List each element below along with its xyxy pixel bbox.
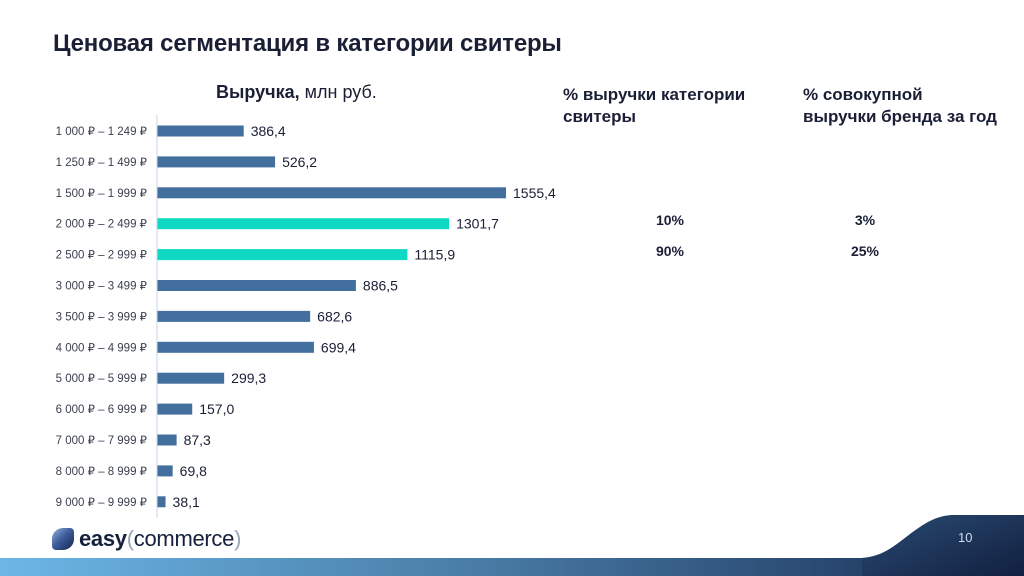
column-header-line: выручки бренда за год	[803, 107, 997, 126]
logo-paren-open: (	[126, 526, 134, 551]
chart-subtitle: Выручка, млн руб.	[216, 82, 377, 103]
bar	[157, 310, 311, 322]
column-header-brand-share: % совокупной выручки бренда за год	[803, 84, 997, 128]
bar	[157, 249, 408, 261]
chart-subtitle-bold: Выручка,	[216, 82, 300, 102]
bar	[157, 156, 276, 168]
bar	[157, 187, 506, 199]
category-label: 1 500 ₽ – 1 999 ₽	[56, 188, 148, 200]
category-label: 9 000 ₽ – 9 999 ₽	[56, 497, 148, 509]
value-label: 1115,9	[414, 247, 455, 263]
category-label: 5 000 ₽ – 5 999 ₽	[56, 373, 148, 385]
logo-paren-close: )	[234, 526, 242, 551]
value-label: 886,5	[363, 278, 398, 294]
category-label: 3 500 ₽ – 3 999 ₽	[56, 311, 148, 323]
value-label: 526,2	[282, 154, 317, 170]
page-number: 10	[958, 530, 973, 545]
logo-text-commerce: commerce	[133, 526, 235, 551]
bar	[157, 280, 356, 291]
logo-mark-icon	[52, 528, 74, 550]
bar	[157, 125, 244, 137]
value-label: 699,4	[321, 339, 356, 355]
category-label: 4 000 ₽ – 4 999 ₽	[56, 342, 148, 354]
value-label: 38,1	[173, 494, 200, 510]
value-label: 386,4	[251, 123, 286, 139]
value-label: 299,3	[231, 370, 266, 386]
value-label: 87,3	[184, 432, 211, 448]
bar	[157, 218, 450, 230]
value-label: 69,8	[180, 463, 207, 479]
column-header-line: % совокупной	[803, 85, 923, 104]
category-label: 3 000 ₽ – 3 499 ₽	[56, 281, 148, 293]
column-header-category-share: % выручки категории свитеры	[563, 84, 745, 128]
logo-text-easy: easy	[79, 526, 127, 551]
bar	[157, 434, 177, 446]
pct-category-value: 90%	[655, 242, 685, 259]
value-label: 1301,7	[456, 216, 499, 232]
bar	[157, 496, 166, 508]
pct-brand-value: 25%	[850, 242, 880, 259]
easycommerce-logo: easy(commerce)	[52, 526, 241, 552]
bar	[157, 465, 173, 477]
value-label: 157,0	[199, 401, 234, 417]
category-label: 7 000 ₽ – 7 999 ₽	[56, 435, 148, 447]
logo-wordmark: easy(commerce)	[79, 526, 241, 552]
bar	[157, 372, 225, 384]
page-title: Ценовая сегментация в категории свитеры	[53, 30, 562, 57]
column-header-line: % выручки категории	[563, 85, 746, 104]
category-label: 1 250 ₽ – 1 499 ₽	[56, 157, 148, 169]
pct-brand-value: 3%	[854, 211, 876, 228]
column-header-line: свитеры	[563, 107, 637, 126]
category-label: 2 500 ₽ – 2 999 ₽	[56, 250, 148, 262]
category-label: 8 000 ₽ – 8 999 ₽	[56, 466, 148, 478]
pct-category-value: 10%	[655, 211, 685, 228]
value-label: 1555,4	[513, 185, 556, 201]
bar	[157, 341, 314, 353]
category-label: 2 000 ₽ – 2 499 ₽	[56, 219, 148, 231]
bar	[157, 403, 193, 415]
value-label: 682,6	[317, 308, 352, 324]
category-label: 1 000 ₽ – 1 249 ₽	[56, 126, 148, 138]
chart-subtitle-unit: млн руб.	[299, 82, 377, 102]
category-label: 6 000 ₽ – 6 999 ₽	[56, 404, 148, 416]
